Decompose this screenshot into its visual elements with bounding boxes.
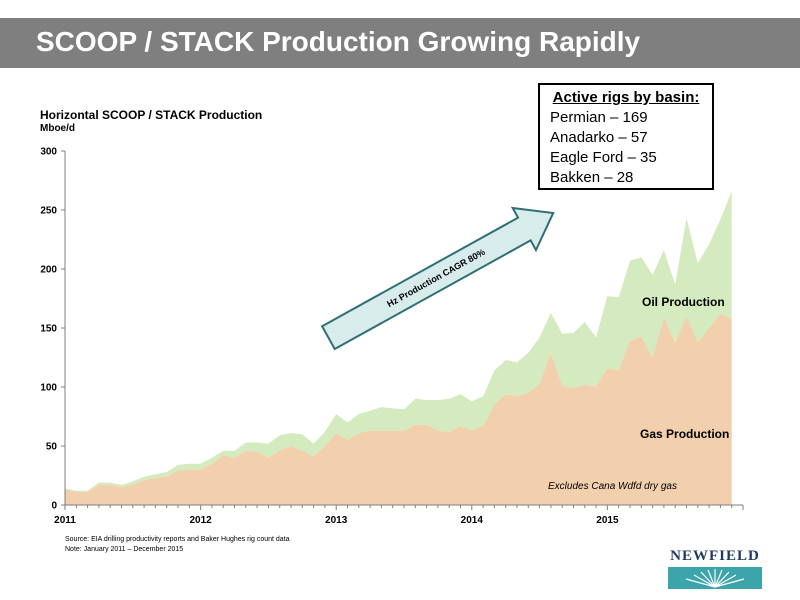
note-footnote: Note: January 2011 – December 2015 xyxy=(65,546,184,553)
y-tick-label: 250 xyxy=(40,206,57,217)
cagr-arrow: Hz Production CAGR 80% xyxy=(320,206,555,351)
x-tick-label: 2014 xyxy=(461,515,484,526)
x-tick-label: 2015 xyxy=(596,515,619,526)
source-footnote: Source: EIA drilling productivity report… xyxy=(65,536,290,543)
rigs-box: Active rigs by basin: Permian – 169 Anad… xyxy=(538,83,714,190)
gas-production-label: Gas Production xyxy=(640,427,729,441)
y-tick-label: 150 xyxy=(40,324,57,335)
excludes-note: Excludes Cana Wdfd dry gas xyxy=(548,481,677,492)
chart-title: Horizontal SCOOP / STACK Production xyxy=(40,108,263,122)
cagr-arrow-shape xyxy=(320,206,555,351)
x-tick-label: 2013 xyxy=(325,515,348,526)
newfield-logo: NEWFIELD xyxy=(668,548,762,594)
logo-text: NEWFIELD xyxy=(670,548,760,564)
y-tick-label: 200 xyxy=(40,265,57,276)
y-tick-label: 50 xyxy=(46,442,58,453)
logo-sun-icon xyxy=(668,567,762,589)
y-tick-label: 300 xyxy=(40,147,57,158)
x-tick-label: 2011 xyxy=(54,515,76,526)
y-tick-label: 0 xyxy=(51,501,57,512)
rigs-item-eagle-ford: Eagle Ford – 35 xyxy=(550,149,657,166)
series-oil-area xyxy=(65,191,732,492)
rigs-box-title: Active rigs by basin: xyxy=(552,89,700,106)
rigs-item-permian: Permian – 169 xyxy=(550,109,648,126)
slide-title: SCOOP / STACK Production Growing Rapidly xyxy=(36,26,641,57)
rigs-item-anadarko: Anadarko – 57 xyxy=(550,129,648,146)
chart-unit-label: Mboe/d xyxy=(40,123,75,134)
title-bar: SCOOP / STACK Production Growing Rapidly xyxy=(0,18,800,68)
y-tick-label: 100 xyxy=(40,383,57,394)
rigs-item-bakken: Bakken – 28 xyxy=(550,169,634,186)
oil-production-label: Oil Production xyxy=(642,295,725,309)
series-gas-area xyxy=(65,313,732,505)
x-tick-label: 2012 xyxy=(189,515,212,526)
cagr-arrow-label: Hz Production CAGR 80% xyxy=(385,247,487,309)
